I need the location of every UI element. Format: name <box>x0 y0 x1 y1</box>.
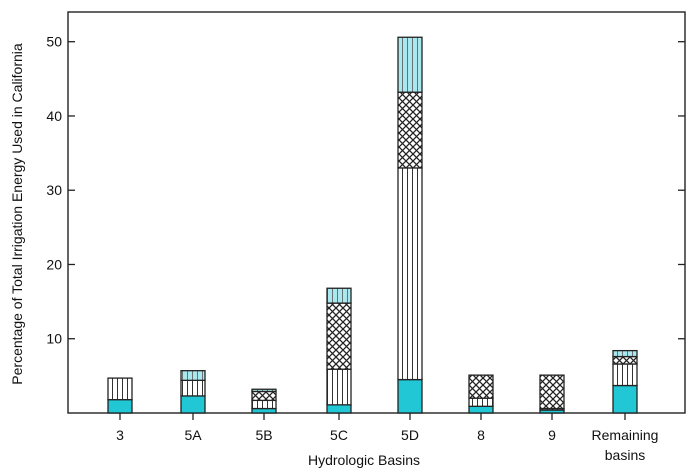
bar-segment-vertical <box>251 399 277 410</box>
bar-stack <box>397 36 423 414</box>
bar-segment-solid <box>180 395 206 414</box>
bar-stack <box>326 287 352 414</box>
bar-stack <box>468 374 494 414</box>
bar-stack <box>612 349 638 414</box>
bar-segment-solid <box>468 405 494 414</box>
bar-segment-vertical <box>612 363 638 387</box>
bar-segment-crosshatch <box>251 390 277 402</box>
bar-segment-solid <box>326 404 352 414</box>
y-tick-label: 30 <box>46 182 62 198</box>
x-tick-label: 3 <box>116 427 124 443</box>
x-tick-label: 8 <box>477 427 485 443</box>
bar-segment-solid <box>612 384 638 414</box>
bar-segment-crosshatch <box>468 374 494 399</box>
bar-segment-crosshatch <box>397 91 423 169</box>
x-tick-label: 9 <box>548 427 556 443</box>
y-tick-label: 20 <box>46 256 62 272</box>
bar-segment-vertical <box>397 167 423 381</box>
x-tick-label: 5D <box>401 427 419 443</box>
bar-segment-solid <box>107 398 133 414</box>
x-axis-title: Hydrologic Basins <box>308 452 420 468</box>
y-tick-label: 50 <box>46 34 62 50</box>
y-tick-label: 40 <box>46 108 62 124</box>
plot-area <box>67 11 686 414</box>
bar-stack <box>107 377 133 414</box>
bar-stack <box>539 374 565 414</box>
y-tick-label: 10 <box>46 331 62 347</box>
bar-stack <box>251 388 277 414</box>
bar-segment-crosshatch <box>612 355 638 365</box>
bar-segment-light-vertical <box>397 36 423 93</box>
plot-frame <box>67 11 686 414</box>
bar-segment-solid <box>251 407 277 414</box>
x-tick-label: 5A <box>184 427 202 443</box>
y-axis-title: Percentage of Total Irrigation Energy Us… <box>9 43 25 385</box>
bar-stack <box>180 370 206 414</box>
bar-segment-light-vertical <box>180 370 206 381</box>
bar-segment-light-vertical <box>251 388 277 393</box>
bar-segment-light-vertical <box>326 287 352 304</box>
x-tick-label: 5C <box>330 427 348 443</box>
bar-segment-vertical <box>326 368 352 406</box>
bar-segment-vertical <box>180 379 206 397</box>
x-tick-label: 5B <box>255 427 272 443</box>
bar-segment-vertical <box>107 377 133 401</box>
bar-segment-solid <box>397 378 423 414</box>
bars-group <box>107 36 638 414</box>
x-tick-label: Remaining basins <box>592 427 659 463</box>
axes-group: 10 20 30 40 50 3 5A 5B 5C 5D 8 9 Remaining basins <box>46 34 685 463</box>
bar-segment-light-vertical <box>612 349 638 358</box>
bar-segment-crosshatch <box>326 302 352 370</box>
bar-segment-vertical <box>468 397 494 407</box>
bar-segment-crosshatch <box>539 374 565 410</box>
